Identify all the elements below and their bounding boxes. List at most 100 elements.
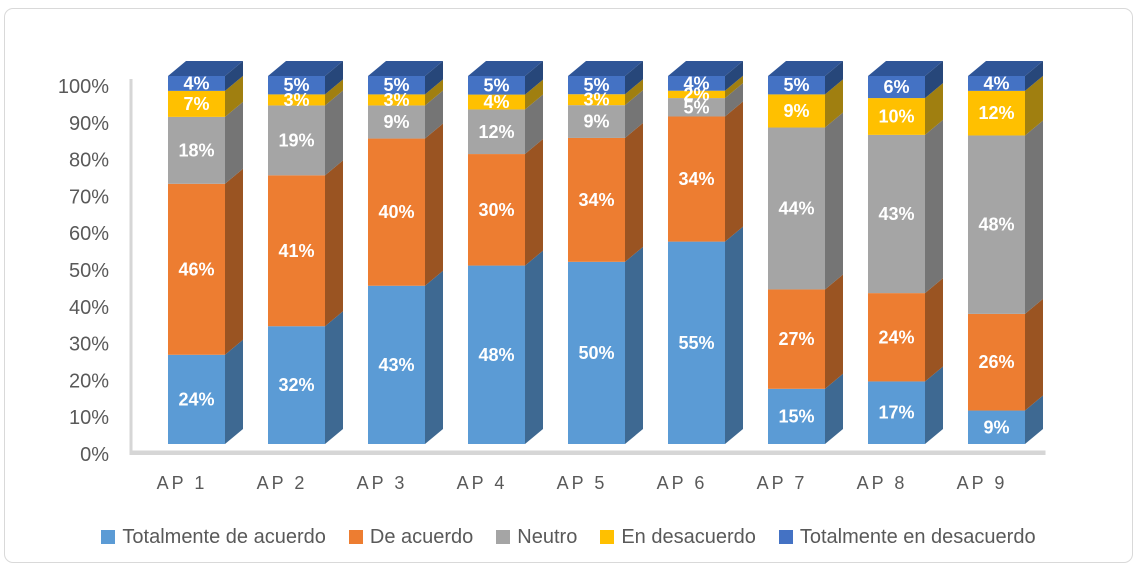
bar-segment-front: [368, 76, 425, 95]
bar-segment-front: [568, 76, 625, 95]
legend-item-en-desacuerdo: En desacuerdo: [600, 525, 756, 549]
bar-value-label: 43%: [378, 355, 414, 375]
bar-segment-side: [925, 119, 943, 294]
bar-segment-front: [568, 94, 625, 106]
x-axis-category-label: AP 3: [357, 473, 408, 493]
bar-segment-side: [825, 373, 843, 444]
bar-segment-front: [868, 76, 925, 99]
bar-top-face: [868, 61, 943, 76]
bar-value-label: 34%: [578, 190, 614, 210]
bar-segment-side: [1025, 298, 1043, 411]
legend-swatch-icon: [600, 530, 615, 544]
bar-segment-front: [668, 90, 725, 99]
bar-segment-side: [325, 61, 343, 95]
bar-value-label: 19%: [278, 130, 314, 150]
bar-value-label: 17%: [878, 403, 914, 423]
bar-segment-front: [568, 105, 625, 138]
legend-swatch-icon: [101, 530, 116, 544]
bar-segment-front: [968, 135, 1025, 314]
bar-segment-front: [368, 94, 425, 106]
y-axis-tick-label: 0%: [80, 444, 109, 466]
bar-segment-front: [368, 138, 425, 286]
x-axis-category-label: AP 6: [657, 473, 708, 493]
y-axis-tick-label: 50%: [69, 260, 109, 282]
bar-value-label: 48%: [978, 215, 1014, 235]
y-axis-line: [129, 79, 133, 455]
bar-value-label: 24%: [878, 327, 914, 347]
bar-segment-side: [325, 90, 343, 176]
bar-segment-front: [968, 76, 1025, 91]
bar-value-label: 5%: [583, 75, 609, 95]
x-axis-category-label: AP 8: [857, 473, 908, 493]
bar-segment-front: [768, 127, 825, 290]
bar-value-label: 3%: [283, 90, 309, 110]
bar-segment-front: [768, 289, 825, 389]
legend-item-totalmente-en-desacuerdo: Totalmente en desacuerdo: [778, 525, 1036, 549]
bar-value-label: 44%: [778, 198, 814, 218]
bar-segment-side: [525, 61, 543, 95]
legend-swatch-icon: [496, 530, 511, 544]
bar-value-label: 55%: [678, 333, 714, 353]
bar-segment-side: [825, 112, 843, 290]
bar-segment-front: [268, 175, 325, 327]
y-axis-tick-label: 90%: [69, 113, 109, 135]
bar-segment-front: [668, 76, 725, 91]
bar-value-label: 4%: [183, 73, 209, 93]
bar-value-label: 27%: [778, 329, 814, 349]
bar-segment-side: [925, 278, 943, 382]
bar-value-label: 2%: [683, 84, 709, 104]
y-axis-tick-label: 80%: [69, 150, 109, 172]
bar-value-label: 3%: [583, 90, 609, 110]
bar-segment-side: [425, 61, 443, 95]
bar-segment-side: [1025, 75, 1043, 136]
bar-segment-front: [368, 285, 425, 444]
bar-segment-front: [268, 94, 325, 106]
bar-segment-side: [925, 366, 943, 444]
bar-segment-side: [1025, 61, 1043, 91]
bar-segment-side: [625, 79, 643, 106]
bar-segment-front: [768, 388, 825, 444]
bar-segment-side: [525, 139, 543, 266]
bar-value-label: 26%: [978, 352, 1014, 372]
bar-value-label: 3%: [383, 90, 409, 110]
legend-swatch-icon: [348, 530, 363, 544]
bar-top-face: [168, 61, 243, 76]
bar-value-label: 43%: [878, 204, 914, 224]
bar-segment-side: [825, 274, 843, 389]
bar-top-face: [368, 61, 443, 76]
bar-segment-front: [268, 326, 325, 444]
bar-segment-side: [625, 246, 643, 444]
bar-segment-front: [368, 105, 425, 139]
bar-value-label: 15%: [778, 406, 814, 426]
bar-value-label: 50%: [578, 343, 614, 363]
bar-segment-front: [868, 381, 925, 444]
x-axis-category-label: AP 7: [757, 473, 808, 493]
bar-top-face: [768, 61, 843, 76]
legend-label: Totalmente de acuerdo: [122, 526, 326, 548]
x-axis-line: [129, 450, 1046, 455]
bar-segment-front: [668, 98, 725, 117]
bar-segment-side: [325, 160, 343, 327]
bar-value-label: 34%: [678, 169, 714, 189]
bar-value-label: 5%: [383, 75, 409, 95]
bar-value-label: 4%: [483, 92, 509, 112]
bar-value-label: 18%: [178, 140, 214, 160]
bar-value-label: 9%: [583, 112, 609, 132]
y-axis-tick-label: 40%: [69, 297, 109, 319]
bar-value-label: 10%: [878, 106, 914, 126]
y-axis-tick-label: 70%: [69, 186, 109, 208]
bar-value-label: 12%: [978, 103, 1014, 123]
bar-value-label: 5%: [783, 75, 809, 95]
bar-segment-side: [725, 61, 743, 91]
bar-segment-front: [968, 410, 1025, 444]
bar-segment-front: [468, 109, 525, 155]
bar-segment-front: [168, 90, 225, 117]
legend-label: De acuerdo: [369, 526, 474, 548]
legend-swatch-icon: [778, 530, 793, 544]
bar-value-label: 48%: [478, 345, 514, 365]
bar-segment-side: [525, 79, 543, 110]
bar-segment-side: [325, 79, 343, 106]
bar-segment-side: [225, 168, 243, 355]
bar-segment-side: [925, 83, 943, 135]
bar-segment-front: [868, 293, 925, 382]
